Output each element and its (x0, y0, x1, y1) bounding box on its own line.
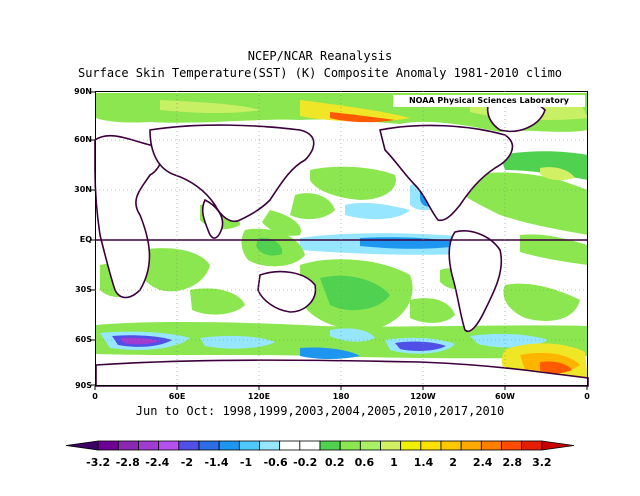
colorbar-label: -3.2 (86, 456, 111, 469)
map-frame (95, 91, 588, 386)
lon-label-180: 180 (332, 392, 350, 401)
colorbar-swatch (380, 440, 402, 451)
colorbar-label: 2 (449, 456, 457, 469)
tick-marks (91, 91, 588, 390)
colorbar-swatch (218, 440, 240, 451)
colorbar-swatch (339, 440, 361, 451)
colorbar-swatch (117, 440, 139, 451)
colorbar-label: -2 (180, 456, 194, 469)
colorbar-label: 0.2 (325, 456, 345, 469)
colorbar-swatch (138, 440, 160, 451)
colorbar-swatch (480, 440, 502, 451)
colorbar-swatch (279, 440, 301, 451)
title-line-1: NCEP/NCAR Reanalysis (247, 49, 393, 63)
colorbar-label: 2.4 (472, 456, 493, 469)
colorbar-label: -0.2 (293, 456, 318, 469)
lat-label-30n: 30N (74, 185, 92, 194)
colorbar-label: -2.8 (115, 456, 140, 469)
colorbar-swatch (198, 440, 220, 451)
colorbar-swatch (319, 440, 341, 451)
colorbar-swatch (178, 440, 200, 451)
title-line-2: Surface Skin Temperature(SST) (K) Compos… (77, 66, 563, 80)
colorbar-label: 0.6 (354, 456, 375, 469)
colorbar-swatch (97, 440, 119, 451)
colorbar-swatch (359, 440, 381, 451)
land-masses (94, 97, 589, 387)
colorbar-label: 3.2 (532, 456, 552, 469)
lat-label-90s: 90S (75, 381, 92, 390)
colorbar-swatch (299, 440, 321, 451)
colorbar-label: -0.6 (263, 456, 288, 469)
credit-label: NOAA Physical Sciences Laboratory (393, 95, 585, 107)
colorbar-swatch (420, 440, 442, 451)
lat-label-30s: 30S (75, 285, 92, 294)
colorbar-swatch (400, 440, 422, 451)
colorbar-swatch (541, 440, 575, 451)
colorbar-label: -1.4 (204, 456, 229, 469)
composite-caption: Jun to Oct: 1998,1999,2003,2004,2005,201… (135, 404, 505, 418)
lon-label-0-west: 0 (92, 392, 98, 401)
lon-label-120w: 120W (410, 392, 436, 401)
colorbar-label: 2.8 (502, 456, 523, 469)
colorbar-label: 1.4 (413, 456, 434, 469)
colorbar-swatch (259, 440, 281, 451)
colorbar-label: -1 (239, 456, 253, 469)
lat-label-60n: 60N (74, 135, 92, 144)
colorbar-swatch (440, 440, 462, 451)
colorbar-swatch (501, 440, 523, 451)
lon-label-0-east: 0 (584, 392, 590, 401)
colorbar-label: -2.4 (145, 456, 170, 469)
colorbar-swatch (521, 440, 543, 451)
lat-label-90n: 90N (74, 87, 92, 96)
lat-label-eq: EQ (79, 235, 92, 244)
lat-label-60s: 60S (75, 335, 92, 344)
lon-label-120e: 120E (247, 392, 271, 401)
colorbar-swatch (238, 440, 260, 451)
colorbar-swatch (460, 440, 482, 451)
colorbar-swatch (158, 440, 180, 451)
lon-label-60e: 60E (168, 392, 186, 401)
colorbar-swatch (65, 440, 99, 451)
colorbar-label: 1 (390, 456, 398, 469)
lon-label-60w: 60W (495, 392, 515, 401)
